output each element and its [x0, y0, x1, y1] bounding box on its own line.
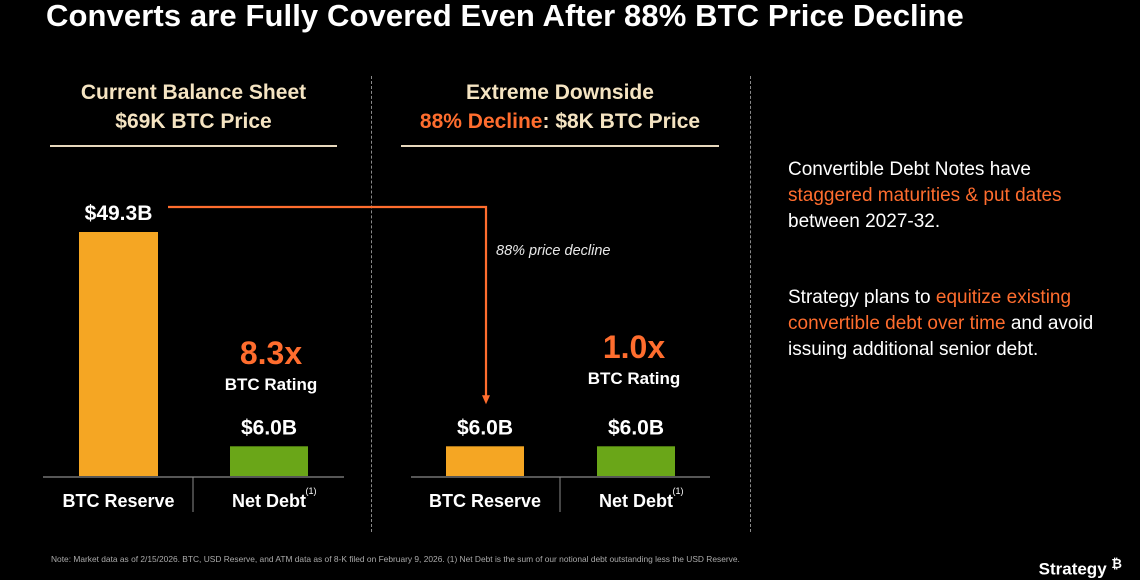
bar-2-2	[597, 446, 675, 476]
slide-title: Converts are Fully Covered Even After 88…	[46, 0, 964, 33]
left-panel-heading: Current Balance Sheet $69K BTC Price	[50, 78, 337, 136]
category-label-1-1: BTC Reserve	[62, 491, 174, 511]
category-label-2-1: BTC Reserve	[429, 491, 541, 511]
right-heading-accent: 88% Decline	[419, 110, 543, 133]
value-label-2-1: $6.0B	[457, 416, 513, 439]
side-p2-text-a: Strategy plans to	[788, 287, 936, 308]
right-heading-rule	[401, 145, 719, 147]
side-paragraph-maturities: Convertible Debt Notes have staggered ma…	[788, 157, 1118, 235]
ratio-label-1: BTC Rating	[225, 375, 318, 394]
side-p2-text-b: and avoid issuing additional senior debt…	[788, 313, 1094, 360]
footnote-marker-1-2: (1)	[306, 486, 317, 496]
value-label-1-2: $6.0B	[241, 416, 297, 439]
bitcoin-icon: ₿	[1111, 556, 1122, 571]
side-p1-text-a: Convertible Debt Notes have	[788, 159, 1031, 180]
footnote-marker-2-2: (1)	[673, 486, 684, 496]
value-label-1-1: $49.3B	[85, 202, 153, 225]
category-label-1-2: Net Debt	[232, 491, 306, 511]
footnote: Note: Market data as of 2/15/2026. BTC, …	[51, 554, 740, 564]
ratio-value-2: 1.0x	[603, 329, 665, 365]
side-p1-text-b: between 2027-32.	[788, 211, 941, 232]
side-p1-highlight: staggered maturities & put dates	[788, 185, 1062, 206]
decline-connector-line	[168, 205, 488, 402]
panel-divider-2	[750, 76, 751, 532]
bar-2-1	[446, 446, 524, 476]
ratio-label-2: BTC Rating	[588, 369, 681, 388]
logo-text: Strategy	[1038, 559, 1107, 579]
bar-1-2	[230, 446, 308, 476]
decline-arrow-head	[482, 395, 490, 405]
value-label-2-2: $6.0B	[608, 416, 664, 439]
right-heading-line2: 88% Decline: $8K BTC Price	[401, 107, 719, 136]
strategy-logo: Strategy ₿	[1039, 556, 1122, 580]
decline-annotation: 88% price decline	[496, 243, 610, 259]
right-heading-line1: Extreme Downside	[466, 81, 654, 104]
right-panel-heading: Extreme Downside 88% Decline: $8K BTC Pr…	[401, 78, 719, 136]
side-paragraph-equitize: Strategy plans to equitize existing conv…	[788, 285, 1118, 363]
panel-divider-1	[371, 76, 372, 532]
left-heading-rule	[50, 145, 337, 147]
left-heading-line2: $69K BTC Price	[115, 110, 272, 133]
bar-1-1	[79, 232, 158, 476]
ratio-value-1: 8.3x	[240, 335, 302, 371]
side-p2-highlight: equitize existing convertible debt over …	[788, 287, 1072, 334]
category-label-2-2: Net Debt	[599, 491, 673, 511]
right-heading-rest: : $8K BTC Price	[542, 110, 701, 133]
left-heading-line1: Current Balance Sheet	[80, 81, 307, 104]
